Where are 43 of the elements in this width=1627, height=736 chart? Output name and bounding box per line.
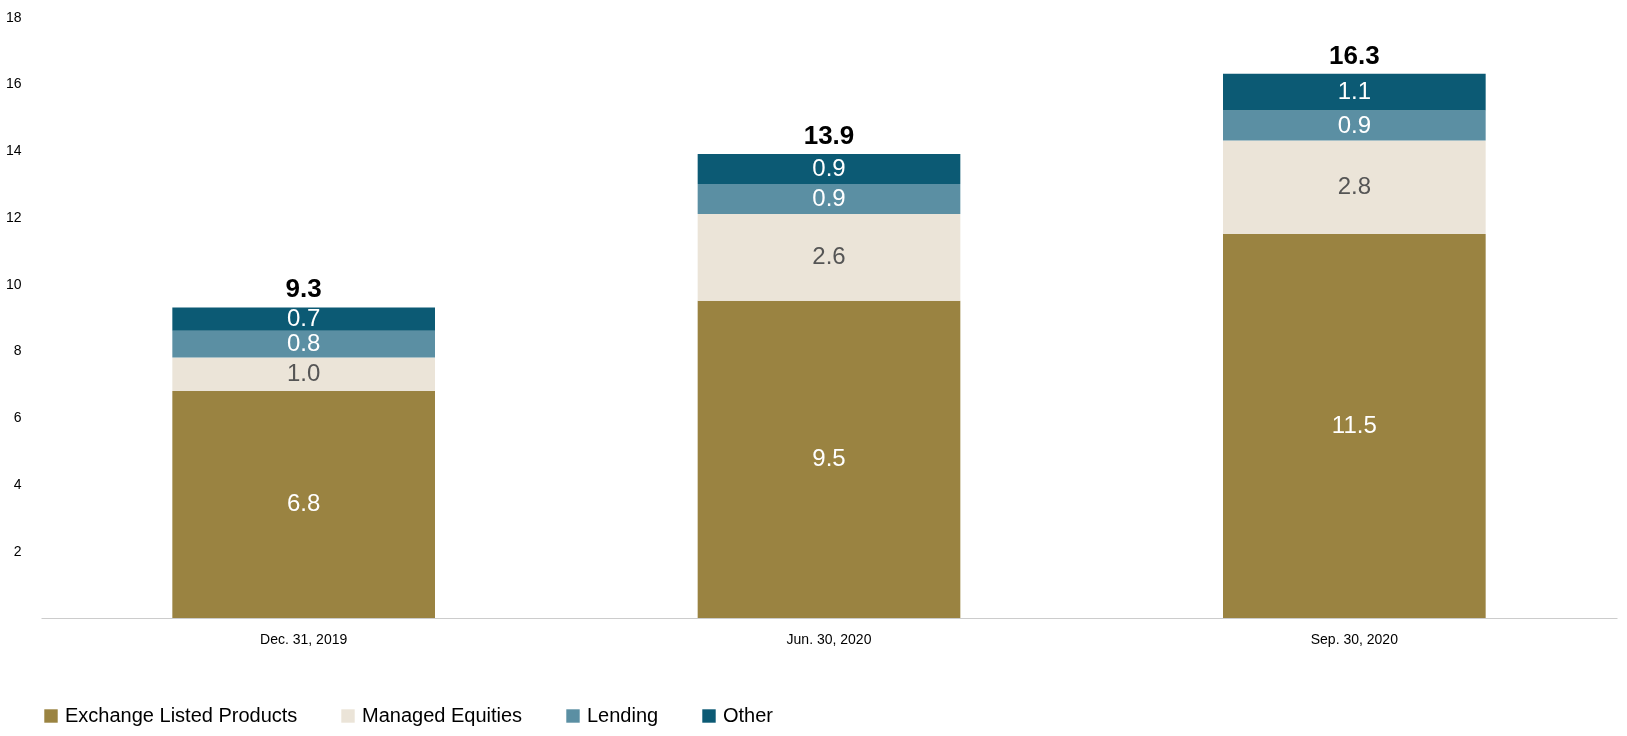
bar (1223, 140, 1486, 235)
bar (172, 307, 435, 331)
bar (1223, 234, 1486, 618)
legend-label: Lending (587, 704, 659, 726)
data-label: 1.1 (1337, 77, 1372, 105)
x-tick-label: Sep. 30, 2020 (1310, 630, 1399, 647)
data-label: 2.8 (1337, 172, 1372, 200)
total-label: 9.3 (285, 273, 322, 304)
data-label: 9.5 (812, 444, 846, 472)
bar (697, 213, 961, 301)
bar (1223, 73, 1486, 111)
data-label: 0.8 (286, 329, 321, 357)
legend-label: Exchange Listed Products (65, 704, 298, 726)
bar (697, 153, 961, 184)
y-tick-label: 16 (5, 75, 22, 92)
bar (697, 300, 961, 618)
bar (172, 357, 435, 391)
y-tick-label: 6 (13, 409, 22, 426)
total-label: 13.9 (803, 119, 855, 150)
y-tick-label: 10 (5, 275, 22, 292)
bar (172, 330, 435, 358)
y-tick-label: 18 (5, 8, 22, 25)
x-tick-label: Jun. 30, 2020 (786, 630, 872, 647)
y-tick-label: 14 (5, 142, 22, 159)
legend-label: Other (723, 704, 774, 726)
data-label: 11.5 (1331, 411, 1377, 439)
y-tick-label: 12 (5, 208, 22, 225)
data-label: 0.9 (812, 153, 846, 181)
data-label: 1.0 (286, 359, 321, 387)
data-label: 0.9 (1337, 110, 1372, 138)
y-tick-label: 2 (13, 542, 22, 559)
legend-label: Managed Equities (362, 704, 523, 726)
y-tick-label: 4 (13, 475, 22, 492)
data-label: 0.7 (286, 304, 321, 332)
x-tick-label: Dec. 31, 2019 (260, 630, 348, 647)
y-tick-label: 8 (13, 342, 22, 359)
data-label: 2.6 (812, 242, 846, 270)
bar (172, 390, 435, 618)
data-label: 0.9 (812, 183, 846, 211)
total-label: 16.3 (1329, 39, 1380, 70)
bar (697, 183, 961, 214)
bar (1223, 110, 1486, 141)
data-label: 6.8 (286, 489, 321, 517)
